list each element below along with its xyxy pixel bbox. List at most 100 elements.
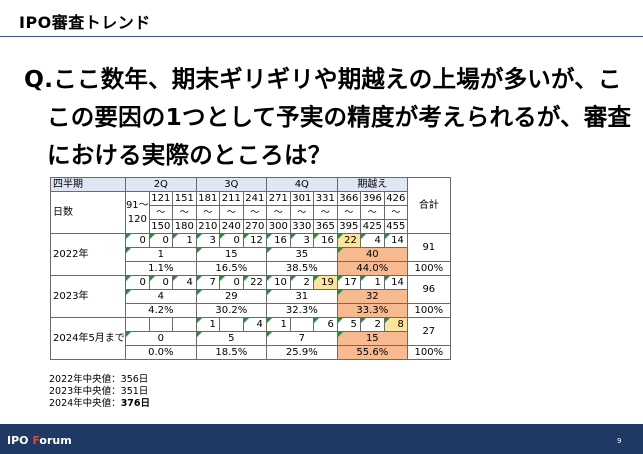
range-from: 271	[265, 191, 291, 206]
range-to: 330	[289, 219, 314, 234]
count-cell-highlight: 8	[383, 317, 408, 332]
median-2024-label: 2024年中央値：	[49, 398, 121, 409]
range-to: 180	[171, 219, 197, 234]
range-tilde: ～	[195, 205, 220, 220]
range-to: 425	[359, 219, 385, 234]
question-line-1: Q.ここ数年、期末ギリギリや期越えの上場が多いが、こ	[24, 65, 622, 93]
count-cell: 22	[242, 275, 267, 290]
range-from: 121	[148, 191, 173, 206]
count-cell	[218, 317, 244, 332]
count-cell: 4	[171, 275, 197, 290]
year-2023-sums-row: 4 29 31 32	[51, 289, 451, 304]
year-2022-sums-row: 1 15 35 40	[51, 247, 451, 262]
count-cell: 3	[195, 233, 220, 248]
quarter-pct: 30.2%	[195, 303, 267, 318]
quarter-3q: 3Q	[195, 177, 267, 192]
count-cell: 17	[336, 275, 361, 290]
count-cell: 0	[218, 275, 244, 290]
range-to: 240	[218, 219, 244, 234]
row-label-2023: 2023年	[50, 275, 126, 318]
total-pct: 100%	[406, 261, 451, 276]
quarter-4q: 4Q	[265, 177, 338, 192]
quarter-sum-highlight: 32	[336, 289, 408, 304]
quarter-sum-highlight: 40	[336, 247, 408, 262]
quarter-sum: 4	[124, 289, 197, 304]
quarter-pct: 38.5%	[265, 261, 338, 276]
count-cell	[289, 317, 314, 332]
total-2024: 27	[406, 317, 451, 346]
quarter-pct: 1.1%	[124, 261, 197, 276]
footer-bar	[0, 424, 643, 454]
count-cell: 2	[289, 275, 314, 290]
year-2024-counts-row: 2024年5月まで 1 4 1 6 5 2 8 27	[50, 317, 451, 360]
count-cell: 1	[195, 317, 220, 332]
range-to: 395	[336, 219, 361, 234]
range-tilde-row: ～ ～ ～ ～ ～ ～ ～ ～ ～ ～ ～	[51, 205, 451, 220]
quarter-sum: 0	[124, 331, 197, 346]
range-from: 366	[336, 191, 361, 206]
count-cell: 6	[312, 317, 338, 332]
range-cell-0: 91～ 120	[124, 191, 150, 234]
quarter-pct-highlight: 55.6%	[336, 345, 408, 360]
range-tilde: ～	[359, 205, 385, 220]
quarter-sum: 1	[124, 247, 197, 262]
year-2022-counts-row: 2022年 0 0 1 3 0 12 16 3 16 22 4 14 91	[50, 233, 451, 276]
ipo-days-table: 四半期 2Q 3Q 4Q 期越え 合計 日数 91～ 120 121 151 1…	[50, 177, 451, 360]
range-from: 181	[195, 191, 220, 206]
count-cell	[124, 317, 150, 332]
days-label: 日数	[50, 191, 126, 234]
range-tilde: ～	[218, 205, 244, 220]
quarter-sum: 29	[195, 289, 267, 304]
row-label-2022: 2022年	[50, 233, 126, 276]
count-cell: 16	[265, 233, 291, 248]
total-header: 合計	[406, 177, 451, 234]
range-from: 426	[383, 191, 408, 206]
range-tilde: ～	[171, 205, 197, 220]
range-to: 455	[383, 219, 408, 234]
range-from: 91～	[125, 199, 149, 211]
quarter-pct-highlight: 44.0%	[336, 261, 408, 276]
range-to: 365	[312, 219, 338, 234]
total-pct: 100%	[406, 345, 451, 360]
range-to: 150	[148, 219, 173, 234]
range-to: 270	[242, 219, 267, 234]
year-2024-pct-row: 0.0% 18.5% 25.9% 55.6% 100%	[51, 345, 451, 360]
range-from: 301	[289, 191, 314, 206]
quarter-sum: 5	[195, 331, 267, 346]
count-cell: 0	[148, 233, 173, 248]
range-tilde: ～	[148, 205, 173, 220]
range-from: 396	[359, 191, 385, 206]
count-cell: 5	[336, 317, 361, 332]
range-from: 241	[242, 191, 267, 206]
slide-title: IPO審査トレンド	[19, 13, 151, 32]
total-2022: 91	[406, 233, 451, 262]
count-cell: 12	[242, 233, 267, 248]
range-to: 120	[127, 213, 147, 225]
count-cell: 0	[148, 275, 173, 290]
range-from: 331	[312, 191, 338, 206]
median-2023: 2023年中央値：351日	[49, 386, 149, 397]
quarter-pct: 16.5%	[195, 261, 267, 276]
range-tilde: ～	[242, 205, 267, 220]
footer-brand-logo: IPO Forum	[7, 434, 72, 447]
quarter-pct: 0.0%	[124, 345, 197, 360]
range-tilde: ～	[383, 205, 408, 220]
quarter-pct: 18.5%	[195, 345, 267, 360]
row-label-2024: 2024年5月まで	[50, 317, 126, 360]
median-2024: 2024年中央値：376日	[49, 398, 150, 410]
range-to: 210	[195, 219, 220, 234]
count-cell: 0	[124, 233, 150, 248]
range-tilde: ～	[289, 205, 314, 220]
year-2023-pct-row: 4.2% 30.2% 32.3% 33.3% 100%	[51, 303, 451, 318]
count-cell: 1	[171, 233, 197, 248]
count-cell: 7	[195, 275, 220, 290]
question-text: Q.ここ数年、期末ギリギリや期越えの上場が多いが、こ この要因の1つとして予実の…	[24, 60, 634, 174]
question-line-3: における実際のところは？	[47, 141, 332, 169]
brand-prefix: IPO	[7, 434, 33, 447]
quarter-sum-highlight: 15	[336, 331, 408, 346]
quarter-pct: 25.9%	[265, 345, 338, 360]
count-cell: 1	[359, 275, 385, 290]
quarter-sum: 7	[265, 331, 338, 346]
quarter-pct: 32.3%	[265, 303, 338, 318]
count-cell: 14	[383, 233, 408, 248]
